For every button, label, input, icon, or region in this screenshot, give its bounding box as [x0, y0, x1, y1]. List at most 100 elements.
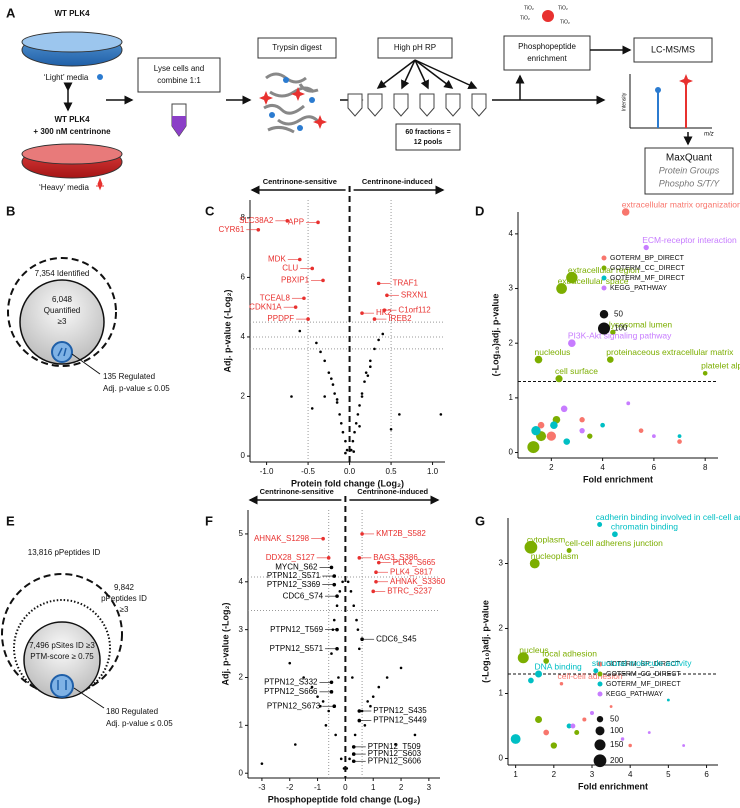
- x-tick-label: 6: [652, 463, 657, 472]
- y-tick-label: 2: [499, 624, 504, 633]
- point: [348, 757, 351, 761]
- term-label: cell-cell adhesion: [557, 671, 622, 681]
- size-legend-label: 200: [610, 756, 624, 765]
- highlight-label: TCEAL8: [260, 293, 291, 302]
- point: [352, 450, 356, 453]
- leader: [71, 353, 101, 375]
- point: [335, 401, 339, 404]
- point: [555, 375, 563, 383]
- x-tick-label: 4: [628, 770, 633, 779]
- header: Centrinone-induced: [357, 487, 428, 496]
- point: [399, 666, 403, 670]
- icon: [96, 177, 104, 191]
- point: [327, 371, 331, 374]
- x-tick-label: 2: [552, 770, 557, 779]
- point: [563, 438, 571, 445]
- point: [354, 421, 358, 425]
- term-label: proteinaceous extracellular matrix: [606, 347, 734, 357]
- point: [597, 522, 603, 527]
- y-tick-label: 8: [241, 213, 246, 222]
- point: [344, 451, 347, 455]
- x-tick-label: 6: [704, 770, 709, 779]
- panel-label: D: [475, 203, 484, 218]
- point: [559, 682, 564, 686]
- box: [633, 37, 713, 63]
- highlight-label: PPDPF: [267, 314, 294, 323]
- panel-label: G: [475, 513, 485, 528]
- highlight-label: PTPN12_S369: [267, 580, 321, 589]
- legend-swatch: [601, 275, 607, 281]
- label: Quantified: [44, 306, 80, 315]
- circle: [50, 674, 74, 698]
- point: [643, 244, 649, 251]
- point: [310, 685, 314, 689]
- highlight-label: PTPN12_S666: [264, 687, 318, 696]
- highlight-label: AHNAK_S1298: [254, 534, 310, 543]
- point: [371, 695, 375, 698]
- highlight-label: CYR61: [219, 225, 245, 234]
- point: [338, 413, 341, 416]
- point: [339, 757, 343, 761]
- highlight-point: [306, 317, 310, 321]
- point: [294, 743, 297, 746]
- point: [352, 604, 356, 608]
- point: [302, 676, 305, 679]
- x-tick-label: 3: [590, 770, 595, 779]
- point: [560, 405, 568, 413]
- term-label: nucleoplasm: [531, 551, 579, 561]
- highlight-label: AHNAK_S3360: [390, 577, 446, 586]
- point: [593, 668, 599, 674]
- label: Phospho S/T/Y: [659, 178, 721, 188]
- legend-swatch: [597, 681, 603, 687]
- point: [333, 392, 336, 395]
- x-tick-label: -2: [286, 783, 294, 792]
- point: [369, 365, 372, 369]
- point: [652, 434, 656, 439]
- y-tick-label: 5: [239, 529, 244, 538]
- point: [535, 670, 543, 678]
- x-tick-label: -3: [258, 783, 266, 792]
- point: [546, 431, 556, 441]
- x-tick-label: -0.5: [301, 467, 315, 476]
- point: [587, 433, 593, 439]
- term-label: cadherin binding involved in cell-cell a…: [596, 512, 740, 522]
- legend-swatch: [597, 661, 603, 667]
- highlight-label: PTPN12_S603: [368, 749, 422, 758]
- term-label: extracellular space: [558, 276, 629, 286]
- circle: [19, 279, 105, 365]
- term-label: extracellular matrix organization: [622, 199, 740, 209]
- point: [510, 734, 521, 744]
- highlight-label: PTPN12_S435: [373, 706, 427, 715]
- y-tick-label: 3: [509, 284, 514, 293]
- point: [363, 380, 366, 383]
- highlight-label: PLK4_S665: [393, 558, 436, 567]
- point: [607, 356, 614, 363]
- circle: [7, 257, 117, 367]
- size-legend: [598, 322, 610, 335]
- point: [344, 439, 347, 443]
- x-tick-label: 0.5: [386, 467, 398, 476]
- highlight-point: [335, 594, 339, 598]
- point: [574, 730, 580, 735]
- y-tick-label: 1: [499, 689, 504, 698]
- highlight-label: PTPN12_S332: [264, 677, 318, 686]
- term-label: cytoplasm: [527, 535, 565, 545]
- tube: [172, 116, 186, 136]
- legend-swatch: [597, 691, 603, 697]
- highlight-label: CLU: [282, 264, 298, 273]
- term-label: cell-cell adherens junction: [565, 538, 663, 548]
- point: [398, 413, 401, 416]
- highlight-label: DDX28_S127: [266, 553, 315, 562]
- highlight-label: TRAF1: [393, 278, 419, 287]
- point: [364, 371, 368, 374]
- point: [360, 392, 364, 395]
- label: 7,496 pSites ID ≥3: [29, 641, 95, 650]
- highlight-label: PTPN12_T569: [270, 625, 323, 634]
- size-legend: [595, 726, 605, 736]
- label: enrichment: [527, 54, 567, 63]
- point: [337, 676, 340, 679]
- point: [531, 426, 541, 436]
- point: [331, 383, 335, 386]
- y-tick-label: 2: [239, 673, 244, 682]
